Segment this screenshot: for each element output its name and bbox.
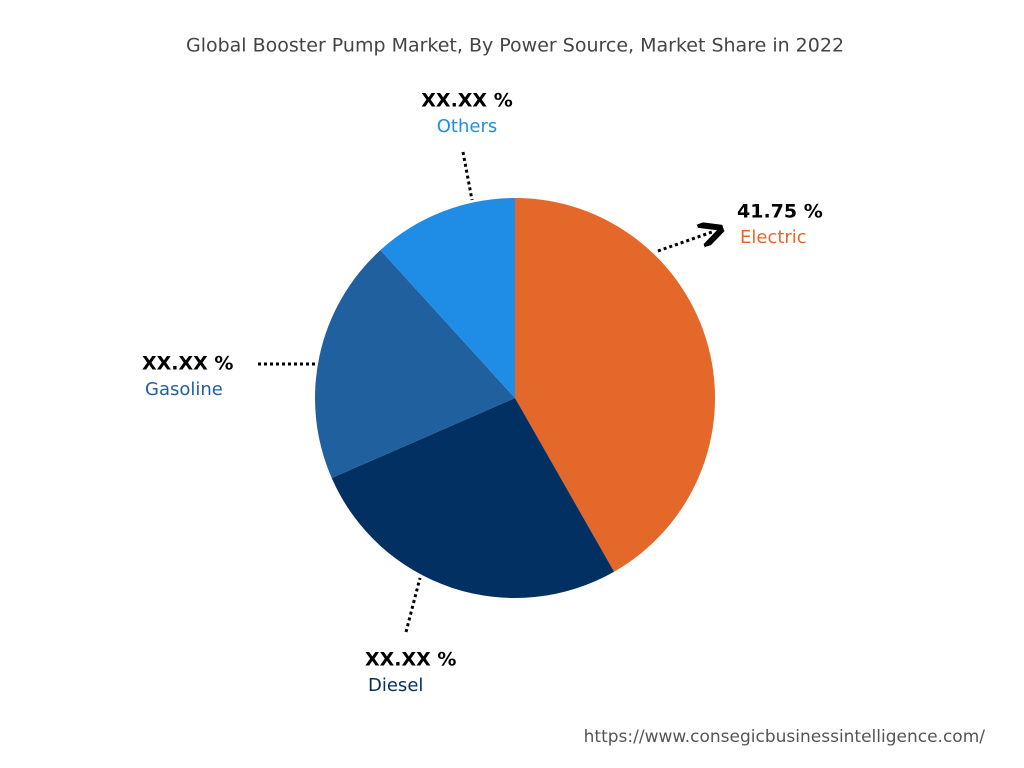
chart-title: Global Booster Pump Market, By Power Sou… [186,35,844,57]
category-label: Gasoline [145,379,223,400]
value-label: 41.75 % [737,201,823,223]
category-label: Electric [740,227,807,248]
pie-slice [331,398,615,598]
value-label: XX.XX % [365,649,456,671]
category-label: Others [437,116,498,137]
pie-slice [515,198,716,572]
value-label: XX.XX % [142,353,233,375]
pie-slice [380,198,515,398]
leader-line [461,151,474,201]
value-label: XX.XX % [421,90,512,112]
category-label: Diesel [368,675,423,696]
pie-slice [314,250,515,479]
source-url: https://www.consegicbusinessintelligence… [584,727,986,747]
